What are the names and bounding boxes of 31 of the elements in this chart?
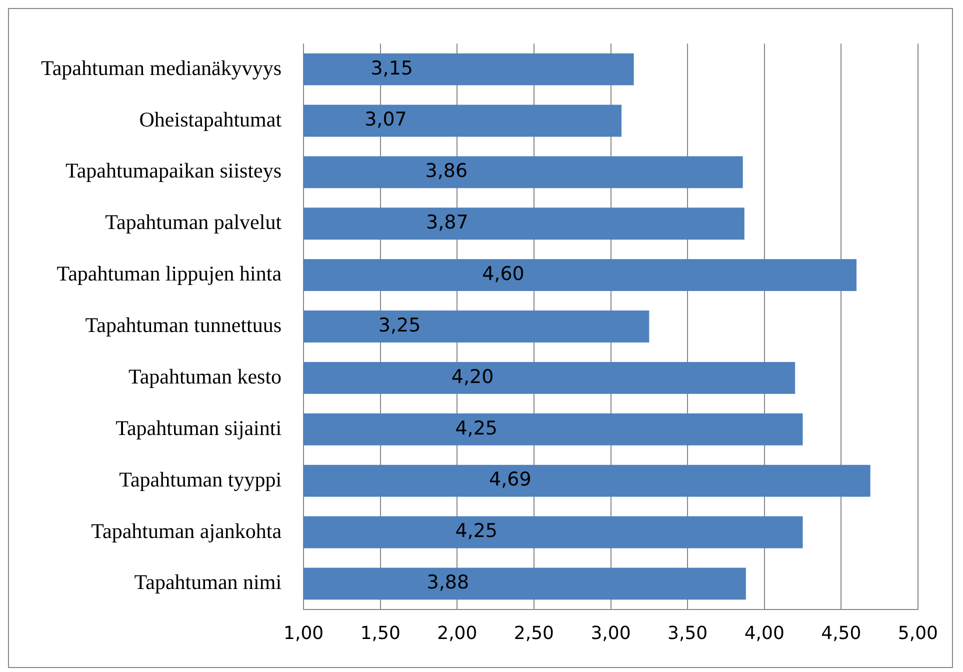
data-label: 3,88 (426, 572, 470, 594)
x-tick-label: 1,50 (360, 622, 400, 644)
x-tick-label: 3,00 (590, 622, 631, 644)
y-tick-label: Tapahtuman nimi (134, 570, 282, 594)
x-tick-label: 2,00 (437, 622, 478, 644)
y-tick-label: Tapahtuman kesto (128, 364, 282, 388)
data-label: 3,25 (378, 314, 421, 336)
x-tick-label: 4,00 (744, 622, 784, 644)
x-tick-label: 5,00 (898, 622, 938, 644)
y-tick-label: Tapahtumapaikan siisteys (65, 158, 282, 183)
x-tick-label: 2,50 (514, 622, 554, 644)
data-label: 3,87 (426, 212, 468, 234)
data-label: 3,15 (370, 57, 414, 80)
y-tick-label: Tapahtuman tunnettuus (85, 313, 282, 338)
y-tick-label: Tapahtuman medianäkyvyys (41, 56, 282, 80)
y-tick-label: Tapahtuman palvelut (105, 210, 282, 234)
y-tick-label: Tapahtuman ajankohta (91, 518, 282, 543)
data-label: 4,20 (451, 366, 494, 388)
data-label: 3,86 (425, 160, 468, 182)
data-label: 4,69 (488, 468, 532, 491)
x-tick-label: 4,50 (821, 622, 862, 644)
y-tick-label: Tapahtuman sijainti (116, 416, 282, 440)
data-label: 4,60 (482, 263, 524, 285)
data-label: 4,25 (455, 417, 498, 440)
x-tick-label: 1,00 (284, 622, 324, 644)
y-tick-label: Tapahtuman lippujen hinta (56, 262, 282, 286)
data-label: 3,07 (364, 108, 407, 131)
y-tick-label: Oheistapahtumat (139, 107, 282, 132)
y-tick-label: Tapahtuman tyyppi (119, 467, 282, 492)
data-label: 4,25 (455, 520, 498, 542)
x-tick-label: 3,50 (668, 622, 708, 644)
